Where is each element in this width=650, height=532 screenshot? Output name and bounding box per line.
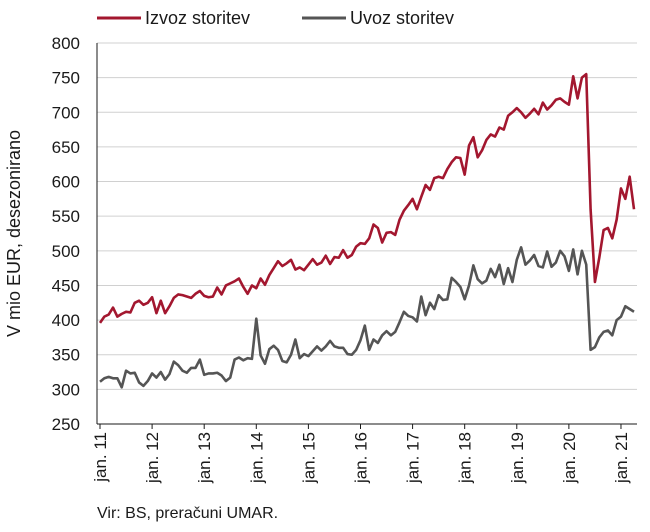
y-tick-label: 550 <box>52 207 80 226</box>
legend-label-uvoz: Uvoz storitev <box>350 8 454 28</box>
x-tick-label: jan. 14 <box>247 432 266 484</box>
y-tick-label: 700 <box>52 103 80 122</box>
x-tick-label: jan. 13 <box>195 432 214 484</box>
y-tick-label: 650 <box>52 138 80 157</box>
y-axis-title: V mio EUR, desezonirano <box>4 130 24 337</box>
y-tick-label: 400 <box>52 311 80 330</box>
x-tick-label: jan. 11 <box>91 432 110 483</box>
x-tick-label: jan. 15 <box>299 432 318 484</box>
y-tick-label: 750 <box>52 69 80 88</box>
y-tick-label: 500 <box>52 242 80 261</box>
y-tick-label: 800 <box>52 34 80 53</box>
x-tick-label: jan. 19 <box>508 432 527 484</box>
x-tick-label: jan. 17 <box>404 432 423 484</box>
y-tick-label: 450 <box>52 276 80 295</box>
x-tick-label: jan. 18 <box>456 432 475 484</box>
y-tick-label: 250 <box>52 415 80 434</box>
y-tick-label: 300 <box>52 380 80 399</box>
x-tick-label: jan. 16 <box>351 432 370 484</box>
source-note: Vir: BS, preračuni UMAR. <box>97 505 279 522</box>
y-tick-label: 600 <box>52 173 80 192</box>
x-tick-label: jan. 21 <box>612 432 631 484</box>
x-tick-label: jan. 20 <box>560 432 579 484</box>
series-line-izvoz <box>98 72 636 324</box>
x-tick-label: jan. 12 <box>143 432 162 484</box>
y-tick-label: 350 <box>52 346 80 365</box>
series-line-uvoz <box>99 246 635 389</box>
legend-label-izvoz: Izvoz storitev <box>145 8 250 28</box>
